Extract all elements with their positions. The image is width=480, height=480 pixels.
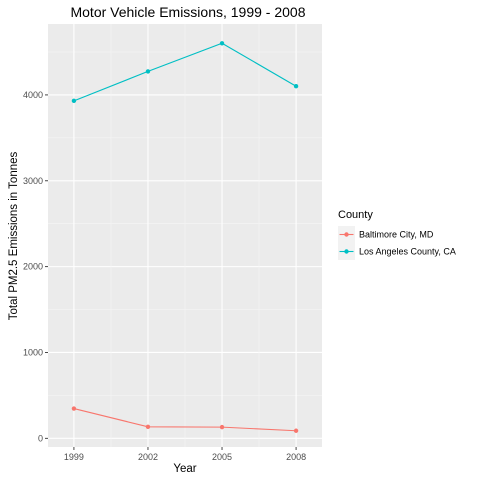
series-layer xyxy=(71,41,299,433)
series-los-angeles-county-ca xyxy=(71,41,299,104)
legend: County Baltimore City, MD Los Angeles Cou… xyxy=(338,209,456,260)
x-tick-label: 1999 xyxy=(64,452,84,462)
y-tick-label: 4000 xyxy=(23,90,43,100)
legend-key-point xyxy=(344,249,349,254)
data-point-los-angeles-county-ca xyxy=(71,98,77,104)
data-point-baltimore-city-md xyxy=(293,428,299,433)
legend-key-point xyxy=(344,232,349,237)
series-line-los-angeles-county-ca xyxy=(73,42,297,102)
x-tick-label: 2002 xyxy=(138,452,158,462)
axis-ticks: 0 1000 2000 3000 4000 1999 2002 2005 2008 xyxy=(23,90,306,462)
data-point-baltimore-city-md xyxy=(219,424,225,430)
y-axis-title: Total PM2.5 Emissions in Tonnes xyxy=(8,151,20,320)
y-tick-label: 0 xyxy=(38,433,43,443)
data-point-los-angeles-county-ca xyxy=(219,41,225,46)
x-axis-title: Year xyxy=(173,463,196,475)
data-point-baltimore-city-md xyxy=(145,424,151,429)
chart-title: Motor Vehicle Emissions, 1999 - 2008 xyxy=(70,4,305,20)
x-tick-label: 2008 xyxy=(286,452,306,462)
series-baltimore-city-md xyxy=(71,406,299,433)
data-point-los-angeles-county-ca xyxy=(293,84,299,89)
legend-title: County xyxy=(338,209,373,221)
x-tick-label: 2005 xyxy=(212,452,232,462)
y-tick-label: 2000 xyxy=(23,262,43,272)
grid-lines xyxy=(48,24,322,447)
legend-label: Baltimore City, MD xyxy=(359,230,434,240)
legend-label: Los Angeles County, CA xyxy=(359,247,456,257)
y-tick-label: 3000 xyxy=(23,176,43,186)
data-point-baltimore-city-md xyxy=(71,406,77,411)
y-tick-label: 1000 xyxy=(23,347,43,357)
data-point-los-angeles-county-ca xyxy=(145,69,151,74)
series-line-baltimore-city-md xyxy=(73,408,297,432)
